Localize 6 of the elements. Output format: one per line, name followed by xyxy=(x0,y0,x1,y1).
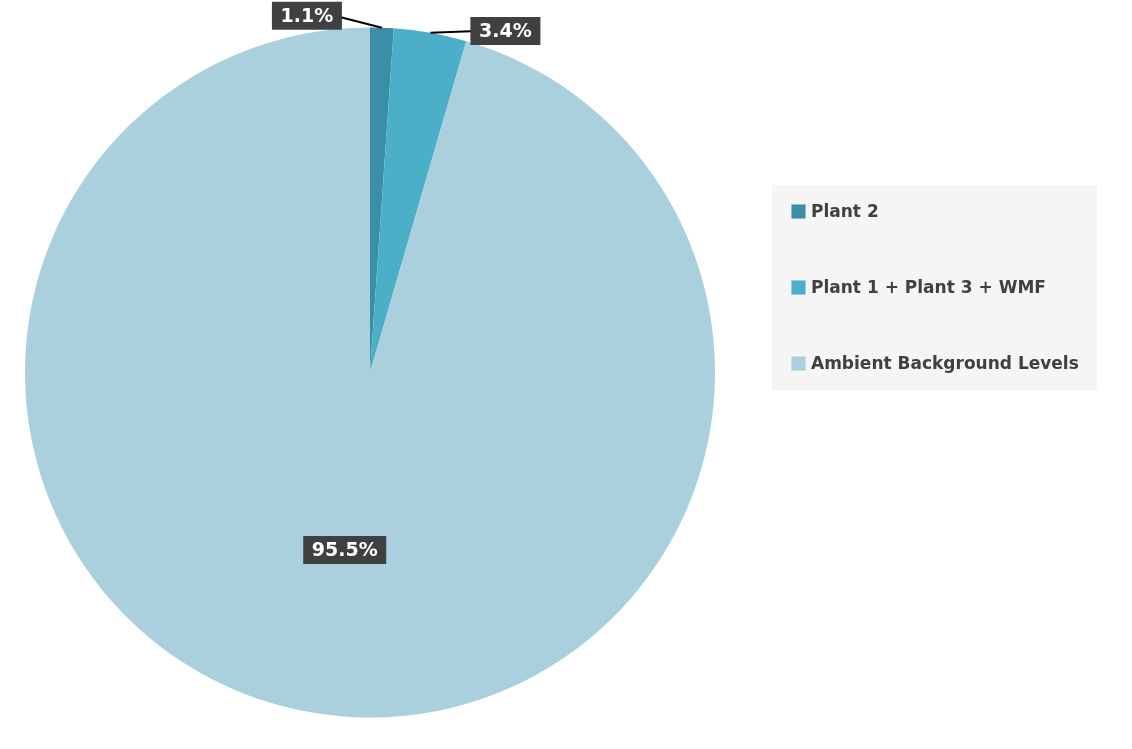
data-label: 1.1% xyxy=(280,3,334,26)
legend-label: Plant 2 xyxy=(811,200,879,221)
data-label: 95.5% xyxy=(311,538,378,561)
legend-label: Ambient Background Levels xyxy=(811,352,1079,373)
legend-label: Plant 1 + Plant 3 + WMF xyxy=(811,276,1046,297)
data-label: 3.4% xyxy=(479,18,532,41)
